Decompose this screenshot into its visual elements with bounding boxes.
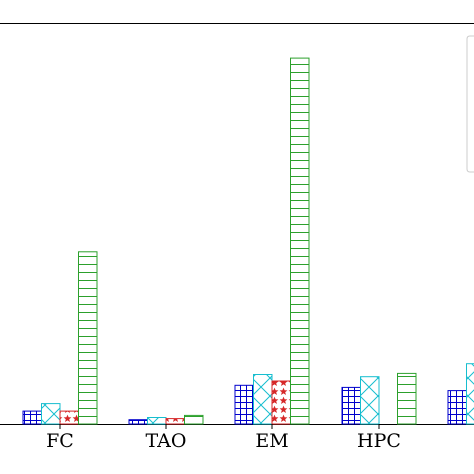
bar-em-series-2 [253, 374, 273, 425]
legend-box [466, 35, 474, 173]
bar-em-series-1 [234, 384, 254, 425]
bar-hpc-series-1 [341, 386, 361, 425]
bar-hpc-series-2 [360, 376, 380, 425]
bar-g-series-1 [447, 390, 467, 425]
bars-group [22, 57, 474, 425]
bar-tao-series-4 [184, 414, 204, 425]
bar-hpc-series-4 [397, 372, 417, 425]
bar-fc-series-3 [59, 410, 79, 425]
bar-g-series-2 [466, 363, 474, 425]
bar-tao-series-1 [128, 419, 148, 425]
bar-fc-series-4 [78, 251, 98, 425]
x-ticks-group: FCTAOEMHPCG [46, 424, 401, 452]
bar-em-series-4 [290, 57, 310, 425]
bar-tao-series-3 [165, 418, 185, 425]
bar-fc-series-2 [41, 403, 61, 425]
bar-em-series-3 [271, 380, 291, 425]
legend [466, 35, 474, 173]
x-tick-label-hpc: HPC [357, 430, 401, 452]
x-tick-label-fc: FC [46, 430, 74, 452]
bar-fc-series-1 [22, 410, 42, 425]
x-tick-label-em: EM [255, 430, 288, 452]
x-tick-label-tao: TAO [146, 430, 187, 452]
bar-tao-series-2 [147, 417, 167, 425]
